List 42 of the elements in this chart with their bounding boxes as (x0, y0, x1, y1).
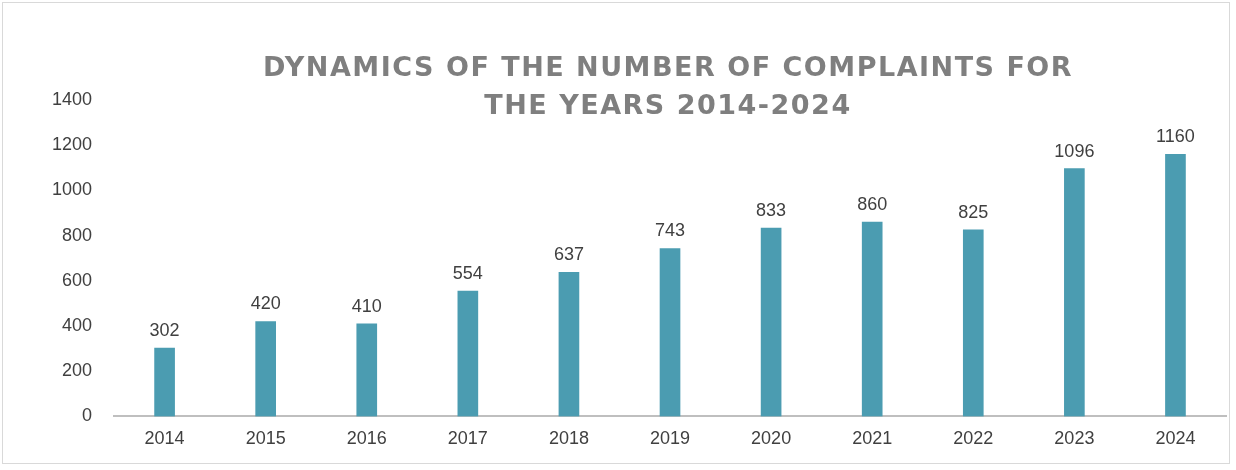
data-label: 860 (857, 194, 888, 215)
data-label: 420 (250, 293, 281, 314)
data-label: 743 (655, 220, 686, 241)
bar (558, 272, 580, 417)
x-tick-label: 2014 (144, 428, 185, 449)
data-label: 410 (351, 295, 382, 316)
bar (659, 248, 681, 417)
x-tick-label: 2018 (548, 428, 589, 449)
bar (1165, 153, 1186, 417)
x-tick-label: 2021 (852, 428, 893, 449)
y-tick-label: 1200 (52, 134, 93, 155)
y-tick-label: 1000 (52, 179, 93, 200)
x-tick-label: 2024 (1155, 428, 1196, 449)
bar (1064, 168, 1085, 417)
chart-title: DYNAMICS OF THE NUMBER OF COMPLAINTS FOR THE YEARS 2014-2024 (261, 50, 1075, 122)
bar (457, 290, 479, 417)
x-tick-label: 2022 (953, 428, 994, 449)
data-label: 302 (149, 320, 180, 341)
bar (255, 321, 276, 417)
data-label: 825 (958, 201, 989, 222)
y-tick-label: 200 (62, 360, 93, 381)
y-tick-label: 800 (62, 224, 93, 245)
x-tick-label: 2019 (650, 428, 691, 449)
bar (356, 323, 378, 417)
data-label: 833 (756, 200, 787, 221)
y-tick-label: 600 (62, 269, 93, 290)
x-tick-label: 2020 (751, 428, 792, 449)
y-tick-label: 0 (82, 405, 93, 426)
x-tick-label: 2017 (447, 428, 488, 449)
data-label: 554 (452, 263, 483, 284)
bar (760, 227, 782, 417)
data-label: 1096 (1054, 140, 1095, 161)
x-tick-label: 2023 (1054, 428, 1095, 449)
x-tick-label: 2015 (245, 428, 286, 449)
bar (861, 221, 883, 417)
bar (154, 347, 175, 417)
data-label: 1160 (1156, 126, 1195, 147)
y-tick-label: 400 (62, 314, 93, 335)
x-tick-label: 2016 (346, 428, 387, 449)
y-tick-label: 1400 (52, 88, 93, 109)
bar (962, 229, 984, 417)
data-label: 637 (553, 244, 584, 265)
